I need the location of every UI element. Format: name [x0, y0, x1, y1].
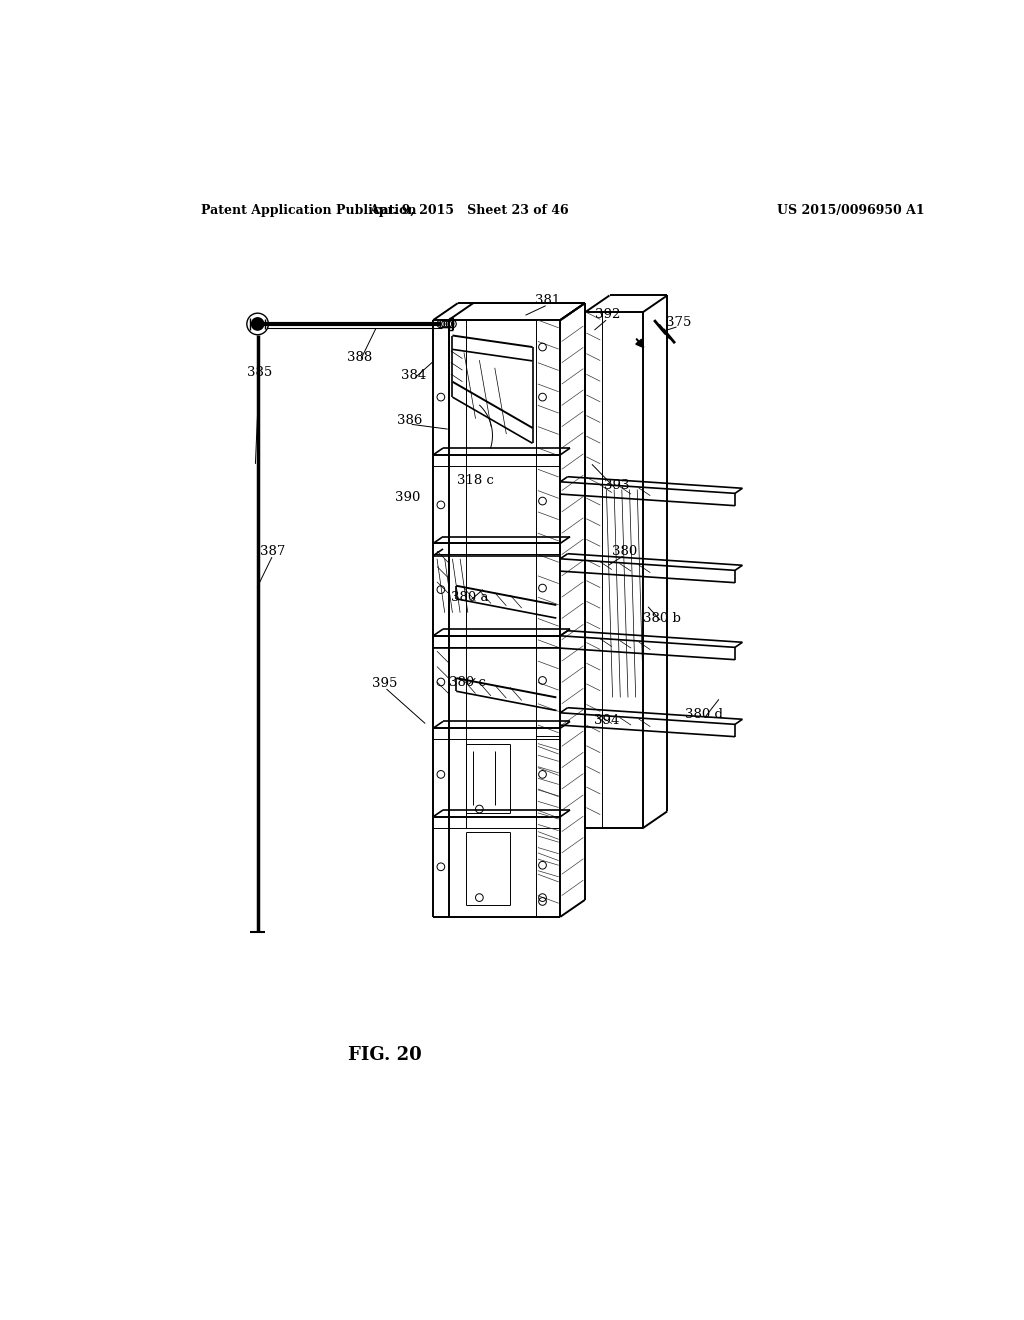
Text: 392: 392 [595, 308, 621, 321]
Text: 395: 395 [372, 677, 397, 690]
Circle shape [252, 318, 264, 330]
Text: FIG. 20: FIG. 20 [348, 1047, 422, 1064]
Text: 386: 386 [396, 413, 422, 426]
Text: 380 c: 380 c [449, 676, 485, 689]
Text: 380: 380 [612, 545, 638, 557]
Text: 390: 390 [395, 491, 421, 504]
Text: 394: 394 [594, 714, 620, 727]
Text: Patent Application Publication: Patent Application Publication [202, 205, 417, 218]
Text: 387: 387 [260, 545, 286, 557]
Text: 388: 388 [347, 351, 373, 363]
Text: 380 a: 380 a [451, 591, 488, 603]
Text: 318 c: 318 c [457, 474, 494, 487]
Text: 385: 385 [247, 366, 271, 379]
Text: 380 d: 380 d [685, 708, 723, 721]
Text: 375: 375 [667, 315, 691, 329]
Text: 381: 381 [536, 294, 560, 308]
Text: 380 b: 380 b [643, 611, 681, 624]
Text: US 2015/0096950 A1: US 2015/0096950 A1 [777, 205, 925, 218]
Text: 393: 393 [604, 479, 629, 492]
Text: Apr. 9, 2015   Sheet 23 of 46: Apr. 9, 2015 Sheet 23 of 46 [370, 205, 569, 218]
Text: 384: 384 [400, 370, 426, 381]
